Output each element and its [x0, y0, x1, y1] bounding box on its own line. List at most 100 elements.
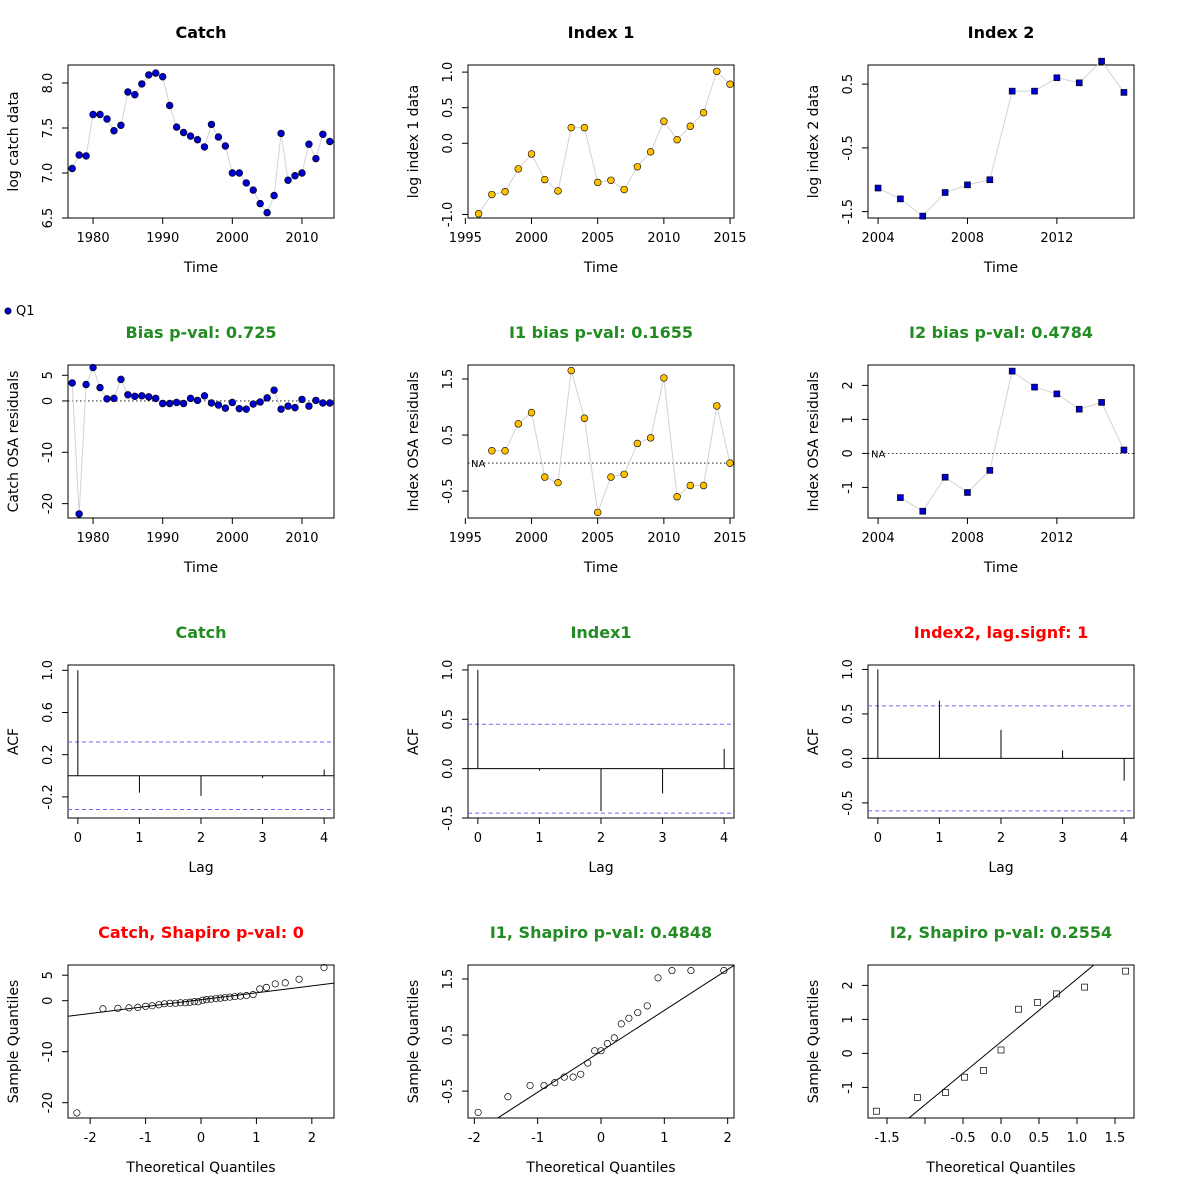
x-axis: 0 1 2 3 4 — [474, 818, 728, 846]
na-label: NA — [871, 449, 885, 460]
qq-point — [597, 1047, 605, 1055]
y-tick-label: 1 — [841, 415, 856, 423]
x-tick-label: 0 — [197, 1131, 205, 1146]
y-axis: -20 -10 0 5 — [41, 971, 68, 1113]
x-tick-label: 3 — [1058, 831, 1066, 846]
data-point — [277, 129, 285, 138]
y-axis: -1 0 1 2 — [841, 381, 868, 494]
panel-title: Index1 — [570, 623, 631, 642]
data-point — [242, 405, 250, 413]
data-point — [986, 467, 994, 474]
data-point — [124, 88, 132, 96]
y-tick-label: 7.5 — [41, 118, 56, 139]
qq-point — [591, 1047, 599, 1055]
data-point — [172, 123, 181, 131]
panel-title: I1, Shapiro p-val: 0.4848 — [490, 923, 712, 942]
plot-frame — [67, 64, 335, 219]
x-tick-label: 4 — [720, 831, 728, 846]
data-point — [256, 199, 264, 208]
qq-point — [654, 974, 662, 982]
y-tick-label: -1 — [841, 1081, 856, 1094]
qq-point — [997, 1046, 1005, 1054]
y-tick-label: 0 — [841, 1049, 856, 1057]
y-axis: 6.5 7.0 7.5 8.0 — [41, 73, 68, 228]
data-point — [277, 405, 285, 413]
x-tick-label: 0 — [474, 831, 482, 846]
x-axis-label: Theoretical Quantiles — [925, 1160, 1075, 1176]
x-tick-label: 2010 — [647, 531, 680, 546]
y-axis-label: Sample Quantiles — [806, 980, 822, 1103]
data-point — [1031, 87, 1038, 95]
qq-point — [320, 963, 328, 972]
data-point — [235, 169, 243, 177]
data-point — [270, 191, 278, 200]
panel-title: Catch, Shapiro p-val: 0 — [98, 923, 304, 942]
x-axis: 1980 1990 2000 2010 — [77, 518, 319, 546]
panel-p4: Bias p-val: 0.725 1980 1990 2000 2010 Time -20… — [6, 323, 335, 576]
y-tick-label: 5 — [41, 371, 56, 379]
data-point — [312, 396, 320, 405]
x-tick-label: 2010 — [647, 231, 680, 246]
data-point — [186, 394, 195, 403]
data-point — [193, 396, 202, 405]
panel-p2: Index 1 1995 2000 2005 2010 2015 Time -1.0 0.0 0.… — [406, 23, 747, 276]
data-point — [214, 133, 223, 141]
qq-point — [474, 1108, 482, 1116]
y-tick-label: 0.5 — [441, 1025, 456, 1046]
data-point — [228, 169, 237, 177]
y-tick-label: -20 — [41, 493, 56, 514]
data-point — [580, 414, 589, 422]
qq-point — [914, 1094, 921, 1101]
y-axis-label: Index OSA residuals — [806, 372, 822, 512]
y-axis-label: log catch data — [6, 91, 22, 191]
data-point — [673, 136, 681, 144]
data-point — [124, 391, 132, 399]
data-point — [1075, 405, 1083, 413]
qq-point — [610, 1034, 618, 1042]
qq-point — [207, 995, 215, 1003]
panel-p8: Index1 0 1 2 3 4 Lag -0.5 0.0 0.5 1.0 ACF — [406, 623, 735, 876]
y-axis-label: Sample Quantiles — [6, 980, 22, 1103]
data-point — [1075, 79, 1083, 87]
x-tick-label: 2004 — [862, 231, 895, 246]
panel-title: Index 1 — [568, 23, 635, 42]
y-tick-label: 0 — [41, 997, 56, 1005]
qq-point — [980, 1067, 987, 1074]
y-tick-label: 0.2 — [41, 744, 56, 765]
data-point — [103, 395, 111, 403]
series-line — [478, 70, 731, 215]
y-tick-label: 7.0 — [41, 163, 56, 184]
panel-title: Index 2 — [968, 23, 1035, 42]
data-point — [567, 123, 575, 132]
qq-point — [634, 1009, 642, 1017]
x-tick-label: 1 — [252, 1131, 260, 1146]
x-tick-label: -1 — [139, 1131, 152, 1146]
data-point — [699, 481, 708, 490]
data-point — [633, 163, 642, 171]
y-tick-label: -0.5 — [441, 1078, 456, 1103]
data-point — [145, 71, 153, 79]
y-tick-label: 1.0 — [41, 660, 56, 681]
x-tick-label: 2000 — [216, 231, 249, 246]
data-point — [179, 399, 188, 408]
panel-p1: Catch 1980 1990 2000 2010 Time 6.5 7.0 7.5 8.0 log… — [6, 23, 335, 276]
qq-point — [202, 996, 211, 1004]
y-tick-label: 1.0 — [841, 659, 856, 680]
x-tick-label: 1995 — [449, 531, 482, 546]
series-line — [71, 72, 331, 214]
x-tick-label: -1 — [531, 1131, 544, 1146]
x-tick-label: 2015 — [713, 531, 746, 546]
data-point — [186, 132, 195, 140]
panel-title: Catch — [175, 623, 226, 642]
data-point — [964, 181, 971, 189]
data-point — [1098, 57, 1105, 65]
data-point — [580, 123, 589, 132]
data-point — [1053, 74, 1061, 82]
series-line — [900, 370, 1125, 512]
x-axis: 2004 2008 2012 — [862, 518, 1073, 546]
panel-title: I1 bias p-val: 0.1655 — [509, 323, 693, 342]
y-tick-label: -20 — [41, 1092, 56, 1113]
data-point — [138, 80, 146, 88]
x-axis-label: Lag — [988, 860, 1013, 876]
